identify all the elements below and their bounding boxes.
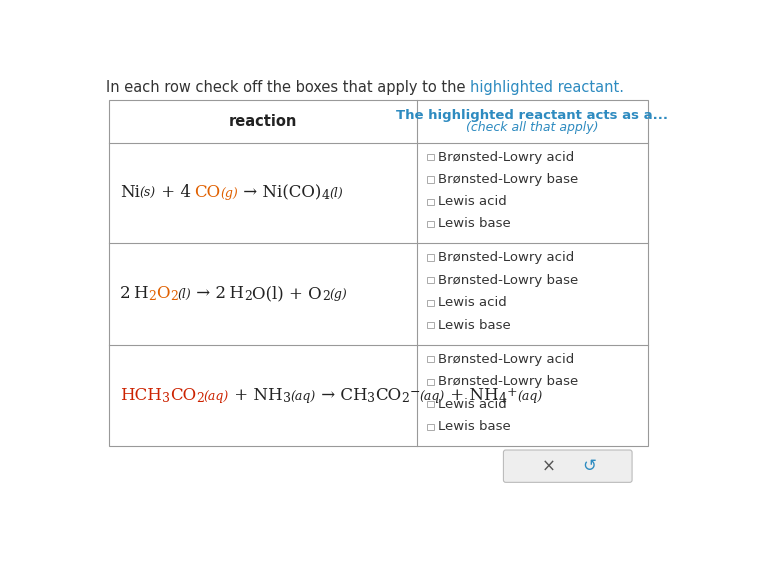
Text: Lewis acid: Lewis acid [438, 398, 506, 411]
Text: (aq): (aq) [204, 389, 229, 403]
Text: (aq): (aq) [420, 389, 445, 403]
Text: Ni: Ni [120, 185, 140, 201]
Text: Brønsted-Lowry acid: Brønsted-Lowry acid [438, 151, 574, 164]
Bar [427, 424, 434, 430]
Text: 4: 4 [321, 190, 329, 203]
Bar [427, 277, 434, 283]
Text: Brønsted-Lowry base: Brønsted-Lowry base [438, 173, 578, 186]
Text: 4: 4 [499, 392, 507, 405]
Text: (g): (g) [330, 288, 347, 301]
Text: O: O [157, 285, 169, 302]
FancyBboxPatch shape [503, 450, 632, 482]
Text: Lewis acid: Lewis acid [438, 296, 506, 309]
Text: −: − [410, 386, 420, 399]
Text: (aq): (aq) [518, 389, 543, 403]
Text: 3: 3 [283, 392, 290, 405]
Bar [427, 322, 434, 328]
Bar [109, 100, 648, 446]
Text: 2: 2 [322, 290, 330, 304]
Text: O(l) + O: O(l) + O [252, 285, 322, 302]
Text: +: + [507, 386, 518, 399]
Text: ↺: ↺ [582, 457, 597, 475]
Text: 2: 2 [401, 392, 410, 405]
Text: 2: 2 [245, 290, 252, 304]
Text: 2: 2 [148, 290, 157, 304]
Bar [427, 300, 434, 306]
Text: → Ni(CO): → Ni(CO) [238, 185, 321, 201]
Bar [427, 255, 434, 261]
Bar [427, 356, 434, 362]
Text: ×: × [541, 457, 556, 475]
Text: (check all that apply): (check all that apply) [466, 121, 599, 134]
Text: 2: 2 [169, 290, 178, 304]
Text: The highlighted reactant acts as a...: The highlighted reactant acts as a... [397, 109, 669, 122]
Text: + NH: + NH [229, 387, 283, 404]
Text: Lewis acid: Lewis acid [438, 195, 506, 208]
Text: 3: 3 [162, 392, 169, 405]
Text: 2: 2 [196, 392, 204, 405]
Text: (aq): (aq) [290, 389, 316, 403]
Bar [427, 154, 434, 160]
Text: + NH: + NH [445, 387, 499, 404]
Text: highlighted reactant.: highlighted reactant. [470, 80, 624, 95]
Text: reaction: reaction [229, 114, 297, 128]
Text: → CH: → CH [316, 387, 367, 404]
Text: Brønsted-Lowry acid: Brønsted-Lowry acid [438, 251, 574, 264]
Text: Brønsted-Lowry base: Brønsted-Lowry base [438, 274, 578, 287]
Bar [427, 379, 434, 385]
Text: + 4: + 4 [156, 185, 194, 201]
Text: (l): (l) [178, 288, 192, 301]
Bar [427, 199, 434, 205]
Text: Lewis base: Lewis base [438, 218, 510, 231]
Text: (g): (g) [220, 187, 238, 200]
Bar [427, 176, 434, 182]
Text: 3: 3 [367, 392, 375, 405]
Text: Brønsted-Lowry acid: Brønsted-Lowry acid [438, 353, 574, 366]
Text: CO: CO [169, 387, 196, 404]
Text: Lewis base: Lewis base [438, 319, 510, 332]
Text: → 2 H: → 2 H [192, 285, 245, 302]
Text: CO: CO [194, 185, 220, 201]
Text: In each row check off the boxes that apply to the: In each row check off the boxes that app… [106, 80, 470, 95]
Text: 2 H: 2 H [120, 285, 148, 302]
Bar [427, 401, 434, 407]
Text: CO: CO [375, 387, 401, 404]
Text: Brønsted-Lowry base: Brønsted-Lowry base [438, 375, 578, 388]
Text: Lewis base: Lewis base [438, 420, 510, 434]
Text: (s): (s) [140, 187, 156, 200]
Bar [427, 221, 434, 227]
Text: HCH: HCH [120, 387, 162, 404]
Text: (l): (l) [329, 187, 344, 200]
